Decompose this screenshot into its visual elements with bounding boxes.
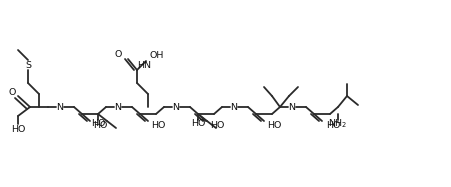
Text: O: O xyxy=(8,88,16,96)
Text: HN: HN xyxy=(137,61,151,70)
Text: NH$_2$: NH$_2$ xyxy=(327,118,347,130)
Text: N: N xyxy=(56,102,63,111)
Text: HO: HO xyxy=(325,122,340,131)
Text: HO: HO xyxy=(93,122,107,131)
Text: S: S xyxy=(25,61,31,70)
Text: HO: HO xyxy=(267,122,281,131)
Text: OH: OH xyxy=(150,50,164,59)
Text: HO: HO xyxy=(91,119,105,128)
Text: HO: HO xyxy=(210,122,224,131)
Text: N: N xyxy=(114,102,121,111)
Text: O: O xyxy=(115,50,122,59)
Text: N: N xyxy=(230,102,237,111)
Text: HO: HO xyxy=(190,119,205,128)
Text: HO: HO xyxy=(151,122,165,131)
Text: N: N xyxy=(172,102,179,111)
Text: N: N xyxy=(288,102,295,111)
Text: HO: HO xyxy=(11,125,25,134)
